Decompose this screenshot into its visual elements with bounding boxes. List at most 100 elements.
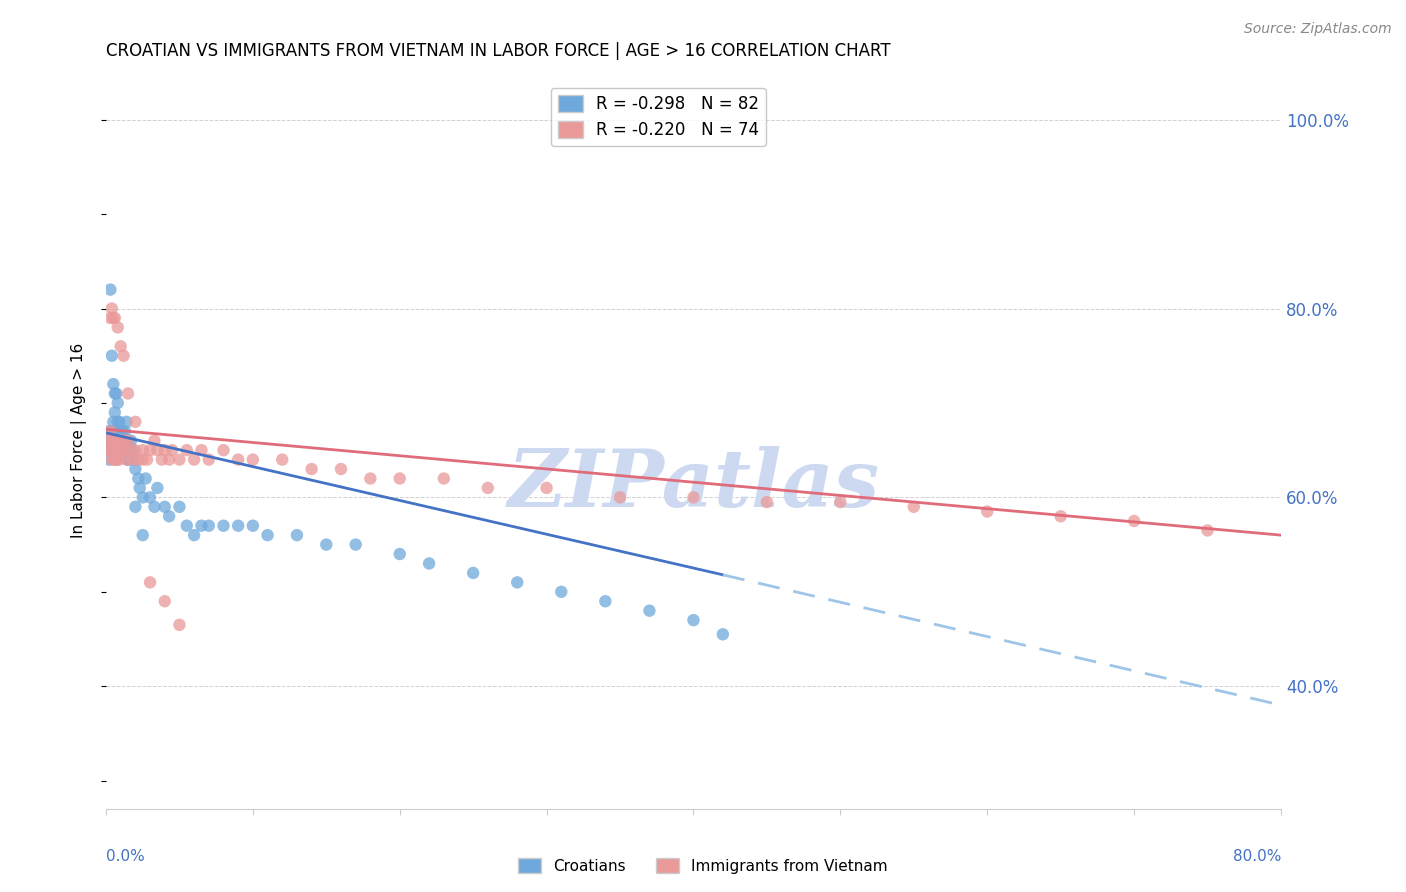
Point <box>107 443 129 458</box>
Point <box>183 528 205 542</box>
Point <box>104 310 127 325</box>
Point <box>388 471 411 485</box>
Point <box>104 434 127 448</box>
Point <box>190 443 212 458</box>
Point <box>301 462 323 476</box>
Point <box>105 452 128 467</box>
Point <box>111 434 134 448</box>
Point <box>104 405 127 419</box>
Y-axis label: In Labor Force | Age > 16: In Labor Force | Age > 16 <box>72 343 87 539</box>
Point <box>1197 524 1219 538</box>
Point <box>131 443 153 458</box>
Legend: Croatians, Immigrants from Vietnam: Croatians, Immigrants from Vietnam <box>512 852 894 880</box>
Point <box>97 443 120 458</box>
Text: 80.0%: 80.0% <box>1233 849 1281 864</box>
Text: Source: ZipAtlas.com: Source: ZipAtlas.com <box>1244 22 1392 37</box>
Point <box>127 471 149 485</box>
Point <box>100 310 122 325</box>
Point <box>242 452 264 467</box>
Point <box>104 386 127 401</box>
Point <box>96 434 118 448</box>
Point <box>100 434 122 448</box>
Point <box>112 443 135 458</box>
Text: ZIPatlas: ZIPatlas <box>508 446 880 524</box>
Point <box>139 443 162 458</box>
Point <box>108 415 131 429</box>
Point <box>131 528 153 542</box>
Point <box>285 528 308 542</box>
Point <box>976 504 998 518</box>
Point <box>124 462 146 476</box>
Point <box>105 434 128 448</box>
Point <box>131 452 153 467</box>
Point <box>117 452 139 467</box>
Point <box>153 443 176 458</box>
Point <box>101 349 124 363</box>
Point <box>100 283 122 297</box>
Point <box>212 443 235 458</box>
Point <box>176 518 198 533</box>
Point <box>108 452 131 467</box>
Point <box>550 584 572 599</box>
Point <box>105 443 128 458</box>
Point <box>153 500 176 514</box>
Point <box>190 518 212 533</box>
Point <box>101 452 124 467</box>
Point <box>344 538 367 552</box>
Point <box>143 434 166 448</box>
Point <box>169 500 191 514</box>
Point <box>110 424 132 438</box>
Point <box>153 594 176 608</box>
Point <box>682 491 704 505</box>
Point <box>121 443 143 458</box>
Point <box>157 452 180 467</box>
Point <box>107 434 129 448</box>
Point <box>506 575 529 590</box>
Point <box>100 424 122 438</box>
Point <box>124 500 146 514</box>
Point <box>388 547 411 561</box>
Point <box>107 320 129 334</box>
Point <box>100 424 122 438</box>
Point <box>112 443 135 458</box>
Point <box>112 349 135 363</box>
Point <box>176 443 198 458</box>
Point <box>105 386 128 401</box>
Point <box>105 434 128 448</box>
Point <box>242 518 264 533</box>
Point <box>139 491 162 505</box>
Point <box>107 434 129 448</box>
Point <box>103 434 125 448</box>
Point <box>104 424 127 438</box>
Point <box>104 434 127 448</box>
Point <box>271 452 294 467</box>
Point <box>1049 509 1071 524</box>
Point <box>117 434 139 448</box>
Point <box>117 434 139 448</box>
Point <box>418 557 440 571</box>
Point <box>131 491 153 505</box>
Point <box>755 495 778 509</box>
Point <box>115 452 138 467</box>
Point <box>105 424 128 438</box>
Point <box>157 509 180 524</box>
Point <box>105 452 128 467</box>
Point <box>118 443 141 458</box>
Point <box>212 518 235 533</box>
Point <box>463 566 485 580</box>
Point <box>114 424 136 438</box>
Point <box>115 415 138 429</box>
Point <box>117 452 139 467</box>
Point <box>830 495 852 509</box>
Point <box>101 434 124 448</box>
Point <box>638 604 661 618</box>
Point <box>104 452 127 467</box>
Point <box>107 396 129 410</box>
Point <box>595 594 617 608</box>
Point <box>135 471 157 485</box>
Point <box>139 575 162 590</box>
Point <box>226 518 249 533</box>
Point <box>101 434 124 448</box>
Point <box>110 339 132 353</box>
Point <box>198 518 221 533</box>
